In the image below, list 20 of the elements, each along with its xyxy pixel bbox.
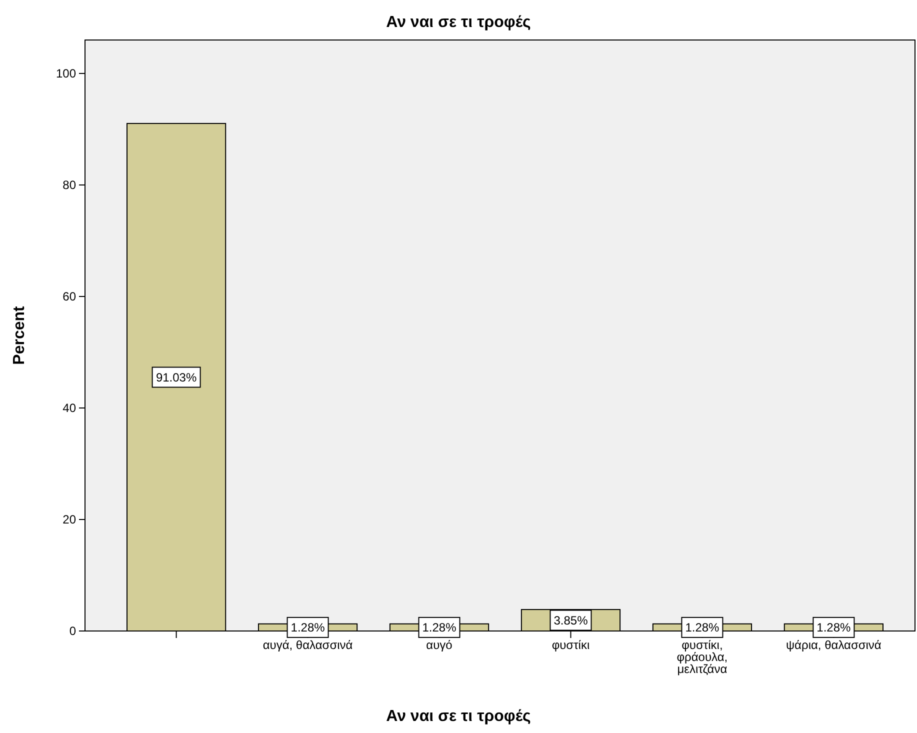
y-tick-label: 20 (62, 512, 76, 527)
chart-title: Αν ναι σε τι τροφές (386, 14, 531, 31)
data-label: 91.03% (156, 370, 197, 384)
y-tick-label: 0 (69, 624, 76, 638)
data-label: 1.28% (685, 620, 720, 635)
y-tick-label: 80 (62, 178, 76, 192)
data-label: 1.28% (422, 620, 457, 635)
y-tick-label: 40 (62, 401, 76, 416)
y-tick-label: 60 (62, 290, 76, 304)
x-tick-label: φυστίκι (552, 638, 590, 652)
y-tick-label: 100 (56, 66, 76, 81)
x-tick-label: αυγό (426, 638, 453, 652)
x-tick-label: αυγά, θαλασσινά (262, 638, 353, 652)
y-axis-title: Percent (11, 305, 28, 365)
data-label: 3.85% (554, 613, 588, 628)
x-axis-title: Αν ναι σε τι τροφές (386, 708, 531, 725)
data-label: 1.28% (290, 620, 326, 635)
data-label: 1.28% (816, 620, 852, 635)
x-tick-label: ψάρια, θαλασσινά (786, 638, 882, 652)
x-tick-label: φυστίκι, φράουλα, μελιτζάνα (676, 638, 728, 676)
